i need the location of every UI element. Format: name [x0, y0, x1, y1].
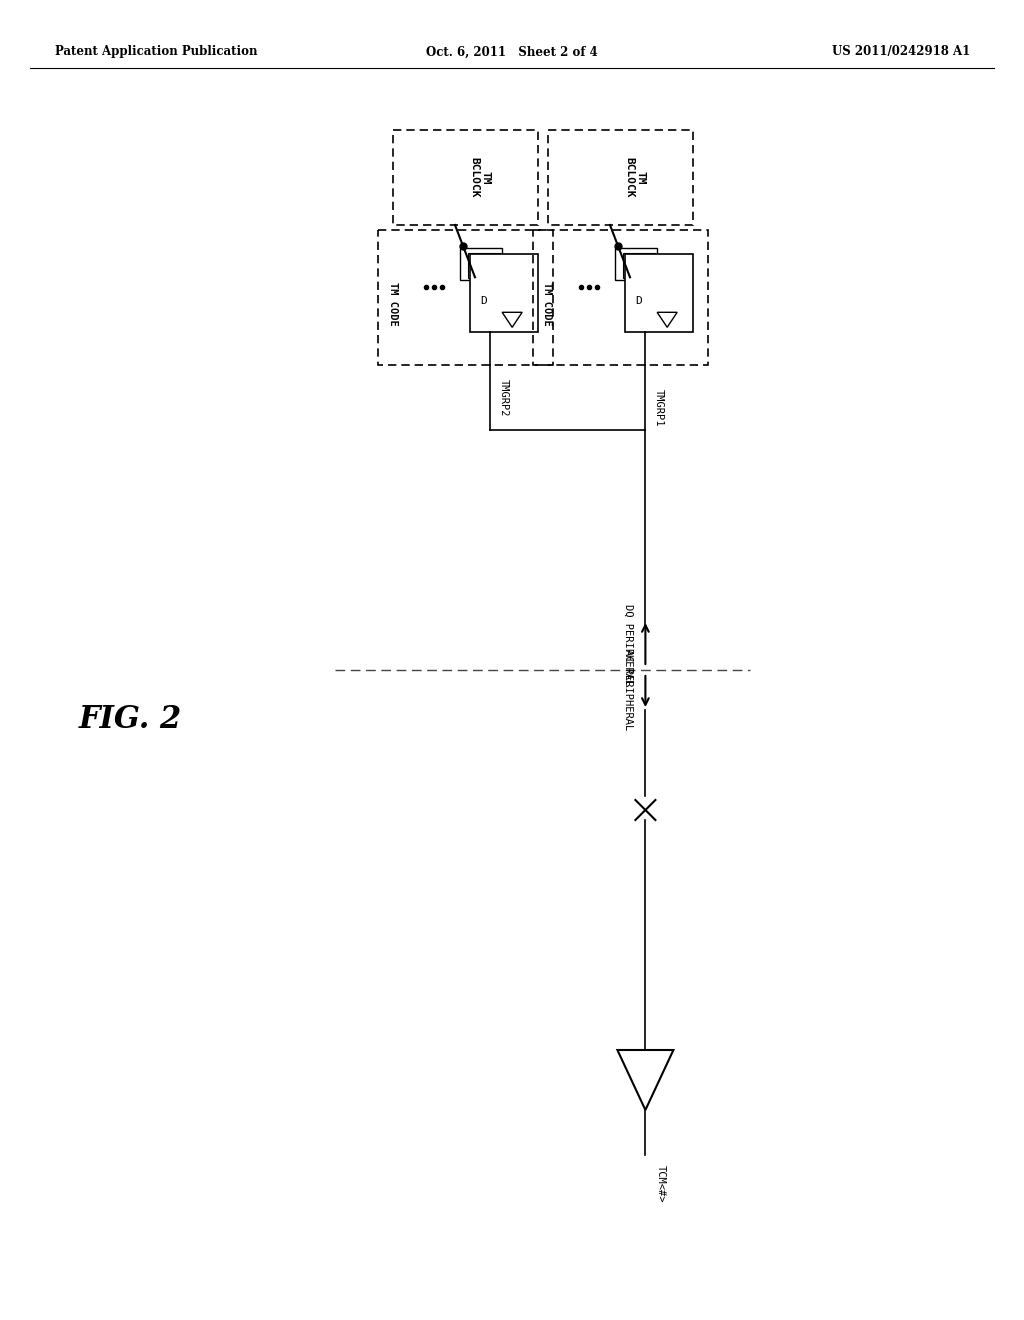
Bar — [470, 255, 538, 333]
Polygon shape — [617, 1049, 674, 1110]
Text: TM CODE: TM CODE — [543, 282, 553, 326]
Bar — [460, 248, 502, 280]
Bar — [623, 253, 655, 279]
Text: D: D — [636, 296, 642, 306]
Text: TMGRP2: TMGRP2 — [499, 379, 508, 416]
Text: Patent Application Publication: Patent Application Publication — [55, 45, 257, 58]
Text: US 2011/0242918 A1: US 2011/0242918 A1 — [831, 45, 970, 58]
Text: TMGRP1: TMGRP1 — [653, 389, 664, 426]
Text: TM CODE: TM CODE — [387, 282, 397, 326]
Text: Oct. 6, 2011   Sheet 2 of 4: Oct. 6, 2011 Sheet 2 of 4 — [426, 45, 598, 58]
Text: D: D — [480, 296, 487, 306]
Bar — [392, 129, 538, 224]
Text: AC PERIPHERAL: AC PERIPHERAL — [624, 649, 634, 731]
Bar — [615, 248, 657, 280]
Text: FIG. 2: FIG. 2 — [79, 705, 181, 735]
Bar — [378, 230, 553, 366]
Text: TM
BCLOCK: TM BCLOCK — [469, 157, 490, 198]
Bar — [532, 230, 708, 366]
Text: TCM<#>: TCM<#> — [655, 1166, 666, 1203]
Text: TM
BCLOCK: TM BCLOCK — [625, 157, 646, 198]
Bar — [625, 255, 693, 333]
Bar — [468, 253, 500, 279]
Polygon shape — [657, 313, 677, 327]
Polygon shape — [502, 313, 522, 327]
Bar — [548, 129, 692, 224]
Text: DQ PERIPHERAL: DQ PERIPHERAL — [624, 605, 634, 685]
